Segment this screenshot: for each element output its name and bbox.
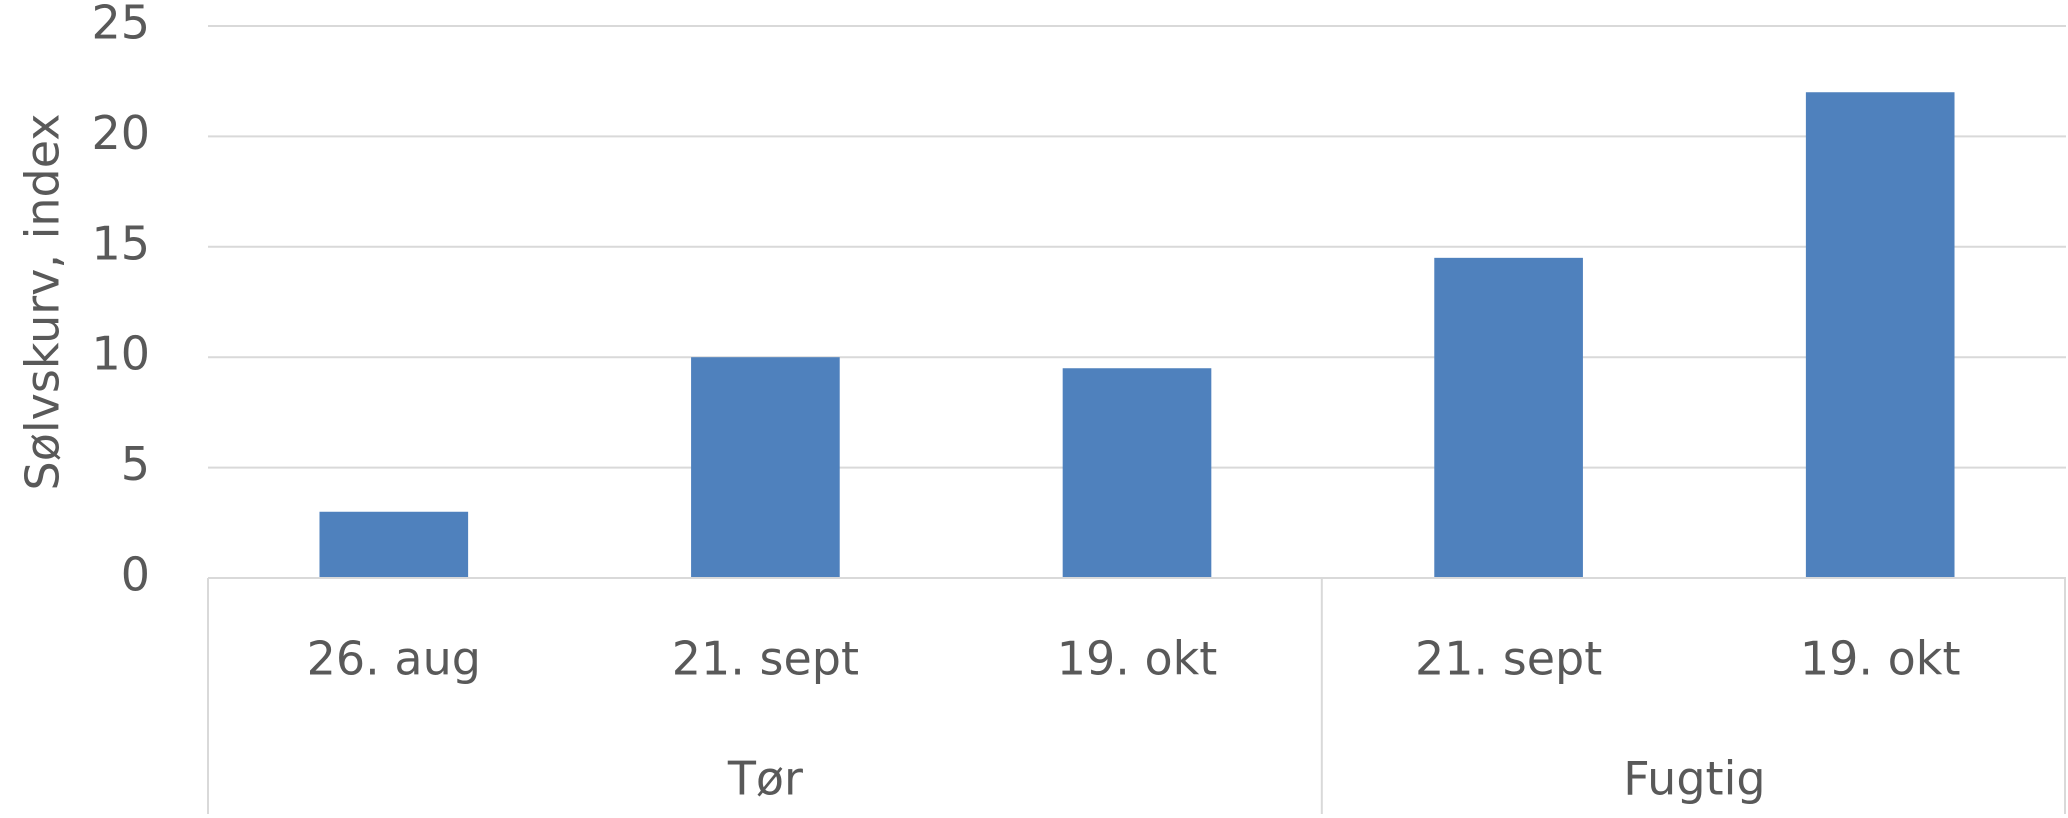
x-tick-label: 26. aug [307, 632, 481, 686]
y-tick-label: 0 [121, 548, 150, 602]
bar [1805, 92, 1955, 579]
y-axis-label: Sølvskurv, index [16, 114, 70, 491]
y-tick-label: 5 [121, 437, 150, 491]
x-tick-label: 21. sept [1415, 632, 1602, 686]
bar [1434, 257, 1583, 578]
y-tick-label: 20 [91, 106, 150, 160]
group-label: Fugtig [1623, 752, 1765, 806]
x-tick-label: 19. okt [1800, 632, 1961, 686]
x-tick-label: 21. sept [672, 632, 859, 686]
bar [319, 511, 469, 578]
bar [1062, 368, 1212, 578]
bar [691, 357, 840, 578]
group-label: Tør [727, 752, 803, 806]
x-tick-label: 19. okt [1057, 632, 1218, 686]
y-tick-label: 25 [91, 0, 150, 50]
y-tick-label: 10 [91, 327, 150, 381]
y-tick-label: 15 [91, 216, 150, 270]
